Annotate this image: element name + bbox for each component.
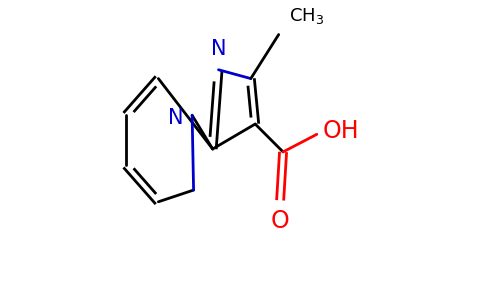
Text: OH: OH bbox=[323, 119, 359, 143]
Text: N: N bbox=[168, 108, 183, 128]
Text: N: N bbox=[211, 40, 227, 59]
Text: CH$_3$: CH$_3$ bbox=[289, 6, 324, 26]
Text: O: O bbox=[271, 209, 289, 233]
